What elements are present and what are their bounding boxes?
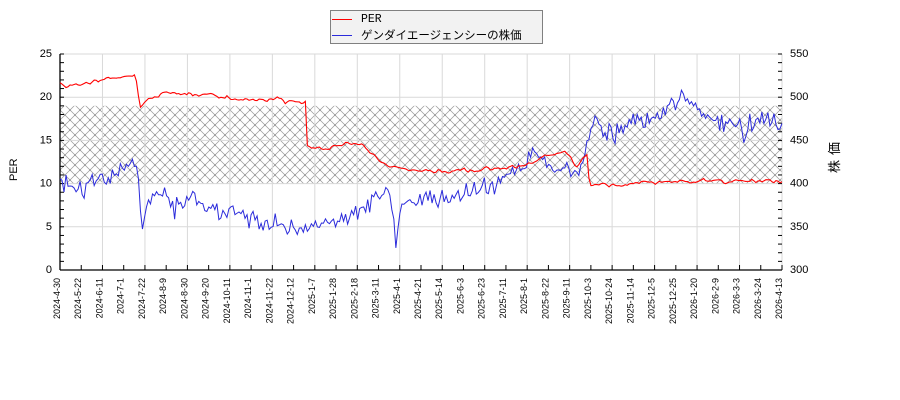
svg-text:2024-10-11: 2024-10-11 — [222, 278, 232, 323]
svg-text:5: 5 — [46, 221, 52, 233]
svg-text:450: 450 — [790, 134, 808, 146]
svg-text:15: 15 — [40, 134, 52, 146]
svg-text:2026-3-3: 2026-3-3 — [732, 278, 742, 314]
svg-text:2025-7-11: 2025-7-11 — [498, 278, 508, 318]
svg-text:2025-6-23: 2025-6-23 — [477, 278, 487, 319]
svg-text:2025-8-22: 2025-8-22 — [540, 278, 550, 319]
svg-text:2025-3-11: 2025-3-11 — [371, 278, 381, 318]
svg-text:2024-7-1: 2024-7-1 — [116, 278, 126, 314]
svg-text:2025-9-11: 2025-9-11 — [562, 278, 572, 318]
svg-text:2025-4-21: 2025-4-21 — [413, 278, 423, 319]
svg-text:2025-1-28: 2025-1-28 — [328, 278, 338, 319]
svg-text:400: 400 — [790, 178, 808, 190]
svg-text:2024-8-9: 2024-8-9 — [158, 278, 168, 314]
svg-text:2024-11-1: 2024-11-1 — [243, 278, 253, 318]
svg-text:2024-4-30: 2024-4-30 — [52, 278, 62, 319]
svg-text:2024-11-22: 2024-11-22 — [264, 278, 274, 323]
svg-text:550: 550 — [790, 48, 808, 60]
svg-text:2025-12-25: 2025-12-25 — [668, 278, 678, 324]
svg-text:2024-5-22: 2024-5-22 — [73, 278, 83, 319]
svg-text:2024-8-30: 2024-8-30 — [179, 278, 189, 319]
svg-text:0: 0 — [46, 264, 52, 276]
svg-text:2025-1-7: 2025-1-7 — [307, 278, 317, 314]
svg-text:20: 20 — [40, 91, 52, 103]
svg-text:2025-4-1: 2025-4-1 — [392, 278, 402, 314]
svg-text:2026-1-20: 2026-1-20 — [689, 278, 699, 319]
svg-text:2025-5-14: 2025-5-14 — [434, 278, 444, 319]
svg-text:2026-3-24: 2026-3-24 — [753, 278, 763, 319]
svg-text:2024-6-11: 2024-6-11 — [94, 278, 104, 318]
svg-text:2025-10-3: 2025-10-3 — [583, 278, 593, 319]
svg-text:2024-9-20: 2024-9-20 — [201, 278, 211, 319]
svg-text:2025-2-18: 2025-2-18 — [349, 278, 359, 319]
svg-text:300: 300 — [790, 264, 808, 276]
svg-text:10: 10 — [40, 178, 52, 190]
svg-text:350: 350 — [790, 221, 808, 233]
svg-text:2025-11-14: 2025-11-14 — [625, 278, 635, 323]
svg-text:2026-2-9: 2026-2-9 — [710, 278, 720, 314]
svg-text:500: 500 — [790, 91, 808, 103]
svg-text:2024-12-12: 2024-12-12 — [286, 278, 296, 324]
svg-text:2025-12-5: 2025-12-5 — [647, 278, 657, 319]
svg-text:2024-7-22: 2024-7-22 — [137, 278, 147, 319]
svg-text:2025-10-24: 2025-10-24 — [604, 278, 614, 324]
svg-text:2025-8-1: 2025-8-1 — [519, 278, 529, 314]
svg-text:2025-6-3: 2025-6-3 — [455, 278, 465, 314]
svg-text:25: 25 — [40, 48, 52, 60]
svg-text:2026-4-13: 2026-4-13 — [774, 278, 784, 319]
